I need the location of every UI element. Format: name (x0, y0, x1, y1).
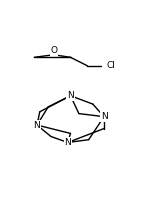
Text: O: O (50, 46, 57, 55)
Text: N: N (101, 112, 107, 121)
Text: Cl: Cl (107, 61, 116, 70)
Text: N: N (67, 91, 74, 100)
Text: N: N (34, 120, 40, 130)
Text: N: N (64, 138, 71, 147)
